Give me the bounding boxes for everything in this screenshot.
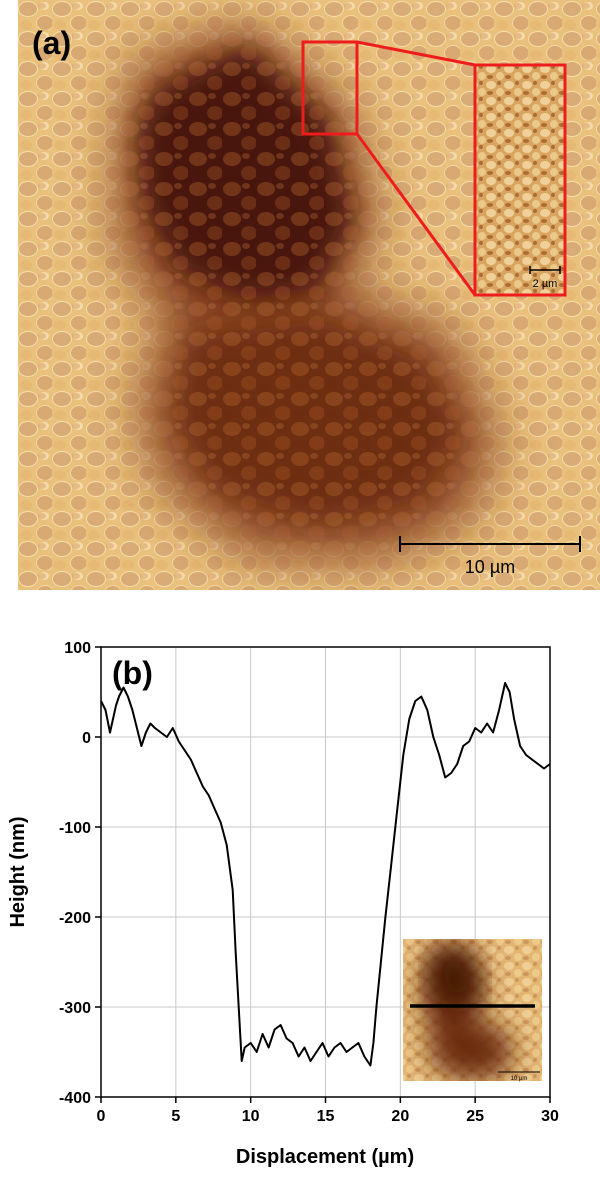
- x-tick-label: 20: [391, 1108, 409, 1125]
- x-tick-label: 25: [466, 1108, 484, 1125]
- panel-b-label: (b): [112, 655, 153, 691]
- x-tick-label: 30: [541, 1108, 559, 1125]
- x-tick-label: 15: [317, 1108, 335, 1125]
- afm-image: 2 µm 10 µm (a): [18, 0, 600, 590]
- y-tick-label: -400: [59, 1090, 91, 1107]
- scale-bar-label: 10 µm: [465, 557, 515, 577]
- selection-box: [301, 40, 359, 136]
- y-tick-label: -300: [59, 1000, 91, 1017]
- y-tick-label: 100: [64, 640, 91, 657]
- y-tick-label: -100: [59, 820, 91, 837]
- afm-topography-panel: 2 µm 10 µm (a): [18, 0, 600, 590]
- x-axis-ticks: 0 5 10 15 20 25 30: [97, 1097, 559, 1125]
- scale-bar: 10 µm: [399, 536, 581, 577]
- height-profile-line: [100, 682, 551, 1067]
- height-profile-panel: 100 0 -100 -200 -300 -400 0 5 10 15 20 25 30 10 µm …: [0, 625, 600, 1179]
- plot-frame: [100, 646, 551, 1098]
- y-tick-label: 0: [82, 730, 91, 747]
- profile-inset: 10 µm: [403, 939, 542, 1082]
- zoom-inset: 2 µm: [473, 63, 567, 297]
- x-tick-label: 0: [97, 1108, 106, 1125]
- panel-a-label: (a): [32, 25, 71, 61]
- y-axis-ticks: 100 0 -100 -200 -300 -400: [59, 640, 101, 1107]
- x-tick-label: 10: [242, 1108, 260, 1125]
- inset-scale-label: 2 µm: [533, 278, 558, 290]
- x-tick-label: 5: [171, 1108, 180, 1125]
- x-axis-title: Displacement (µm): [236, 1146, 414, 1168]
- zoom-connector-bottom: [355, 133, 477, 296]
- y-tick-label: -200: [59, 910, 91, 927]
- profile-inset-scale-label: 10 µm: [511, 1076, 528, 1082]
- y-axis-title: Height (nm): [7, 816, 29, 927]
- zoom-connector-top: [356, 40, 476, 67]
